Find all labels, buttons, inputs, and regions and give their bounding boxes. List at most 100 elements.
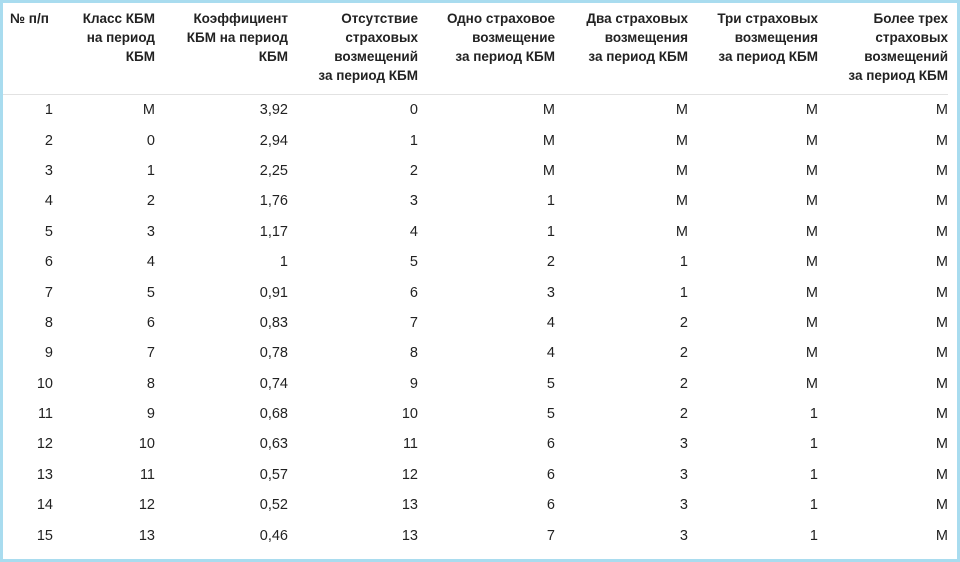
table-row: 6 4 1 5 2 1 М М bbox=[3, 247, 948, 277]
table-cell: М bbox=[935, 406, 948, 423]
table-cell: 13 bbox=[401, 527, 418, 544]
table-row: 5 3 1,17 4 1 М М М bbox=[3, 217, 948, 247]
table-cell: 2 bbox=[546, 254, 555, 271]
table-row: 2 0 2,94 1 М М М М bbox=[3, 125, 948, 155]
table-cell: 2 bbox=[679, 375, 688, 392]
table-cell: 3 bbox=[546, 284, 555, 301]
table-cell: 8 bbox=[44, 314, 53, 331]
table-row: 13 11 0,57 12 6 3 1 М bbox=[3, 460, 948, 490]
table-cell: М bbox=[805, 345, 818, 362]
column-header: № п/п bbox=[3, 3, 53, 95]
table-cell: 0,74 bbox=[259, 375, 288, 392]
table-cell: 1 bbox=[679, 284, 688, 301]
table-cell: М bbox=[675, 102, 688, 119]
table-cell: М bbox=[142, 102, 155, 119]
table-cell: 13 bbox=[138, 527, 155, 544]
table-cell: М bbox=[805, 314, 818, 331]
table-cell: М bbox=[935, 375, 948, 392]
table-cell: 3 bbox=[44, 162, 53, 179]
table-cell: М bbox=[805, 375, 818, 392]
table-cell: 0,78 bbox=[259, 345, 288, 362]
table-cell: 11 bbox=[37, 406, 53, 423]
table-cell: 6 bbox=[546, 466, 555, 483]
table-cell: М bbox=[675, 132, 688, 149]
table-cell: 0,46 bbox=[259, 527, 288, 544]
kbm-table: № п/п Класс КБМ на период КБМ Коэффициент … bbox=[3, 3, 948, 551]
table-header: № п/п Класс КБМ на период КБМ Коэффициент … bbox=[3, 3, 948, 95]
table-cell: 6 bbox=[546, 497, 555, 514]
table-cell: 0,83 bbox=[259, 314, 288, 331]
table-cell: 7 bbox=[44, 284, 53, 301]
table-cell: 1 bbox=[546, 223, 555, 240]
table-cell: 0,57 bbox=[259, 466, 288, 483]
table-cell: 1 bbox=[809, 436, 818, 453]
table-cell: 4 bbox=[546, 314, 555, 331]
table-row: 14 12 0,52 13 6 3 1 М bbox=[3, 490, 948, 520]
table-cell: М bbox=[935, 254, 948, 271]
table-cell: 2,94 bbox=[259, 132, 288, 149]
table-cell: 11 bbox=[139, 466, 155, 483]
table-cell: 3 bbox=[409, 193, 418, 210]
table-cell: 12 bbox=[401, 466, 418, 483]
table-cell: М bbox=[805, 254, 818, 271]
table-cell: М bbox=[935, 193, 948, 210]
table-cell: 6 bbox=[409, 284, 418, 301]
table-cell: 5 bbox=[409, 254, 418, 271]
table-cell: 1 bbox=[44, 102, 53, 119]
table-cell: М bbox=[935, 314, 948, 331]
table-row: 11 9 0,68 10 5 2 1 М bbox=[3, 399, 948, 429]
table-cell: 2 bbox=[44, 132, 53, 149]
table-row: 3 1 2,25 2 М М М М bbox=[3, 156, 948, 186]
table-cell: 13 bbox=[36, 466, 53, 483]
table-cell: 0 bbox=[409, 102, 418, 119]
table-row: 12 10 0,63 11 6 3 1 М bbox=[3, 429, 948, 459]
table-cell: 12 bbox=[36, 436, 53, 453]
table-cell: 7 bbox=[409, 314, 418, 331]
table-cell: М bbox=[935, 102, 948, 119]
table-cell: 2,25 bbox=[259, 162, 288, 179]
table-cell: М bbox=[935, 436, 948, 453]
table-row: 10 8 0,74 9 5 2 М М bbox=[3, 369, 948, 399]
table-cell: 9 bbox=[44, 345, 53, 362]
table-row: 15 13 0,46 13 7 3 1 М bbox=[3, 520, 948, 550]
table-row: 4 2 1,76 3 1 М М М bbox=[3, 186, 948, 216]
table-cell: 2 bbox=[146, 193, 155, 210]
table-cell: 6 bbox=[146, 314, 155, 331]
table-cell: М bbox=[935, 527, 948, 544]
table-cell: 9 bbox=[409, 375, 418, 392]
table-cell: 1 bbox=[279, 254, 288, 271]
table-cell: М bbox=[935, 345, 948, 362]
table-cell: 1 bbox=[546, 193, 555, 210]
table-cell: 0,68 bbox=[259, 406, 288, 423]
table-cell: М bbox=[935, 132, 948, 149]
table-cell: 1,76 bbox=[259, 193, 288, 210]
table-cell: 6 bbox=[546, 436, 555, 453]
table-cell: 8 bbox=[146, 375, 155, 392]
table-cell: 10 bbox=[138, 436, 155, 453]
table-cell: 1 bbox=[809, 406, 818, 423]
table-cell: 1 bbox=[809, 466, 818, 483]
table-cell: М bbox=[935, 284, 948, 301]
table-cell: 0 bbox=[146, 132, 155, 149]
column-header: Одно страховое возмещение за период КБМ bbox=[418, 3, 555, 95]
table-cell: 1 bbox=[146, 162, 155, 179]
table-cell: 10 bbox=[401, 406, 418, 423]
table-cell: 15 bbox=[36, 527, 53, 544]
table-cell: 8 bbox=[409, 345, 418, 362]
table-cell: М bbox=[805, 223, 818, 240]
column-header: Класс КБМ на период КБМ bbox=[53, 3, 155, 95]
table-row: 8 6 0,83 7 4 2 М М bbox=[3, 308, 948, 338]
table-cell: М bbox=[675, 193, 688, 210]
table-cell: М bbox=[805, 193, 818, 210]
table-cell: 0,52 bbox=[259, 497, 288, 514]
column-header: Отсутствие страховых возмещений за перио… bbox=[288, 3, 418, 95]
table-row: 1 М 3,92 0 М М М М bbox=[3, 95, 948, 126]
column-header: Коэффициент КБМ на период КБМ bbox=[155, 3, 288, 95]
table-cell: 7 bbox=[146, 345, 155, 362]
table-cell: М bbox=[805, 102, 818, 119]
table-cell: 2 bbox=[679, 345, 688, 362]
table-cell: 6 bbox=[44, 254, 53, 271]
table-cell: 0,91 bbox=[259, 284, 288, 301]
table-row: 7 5 0,91 6 3 1 М М bbox=[3, 277, 948, 307]
